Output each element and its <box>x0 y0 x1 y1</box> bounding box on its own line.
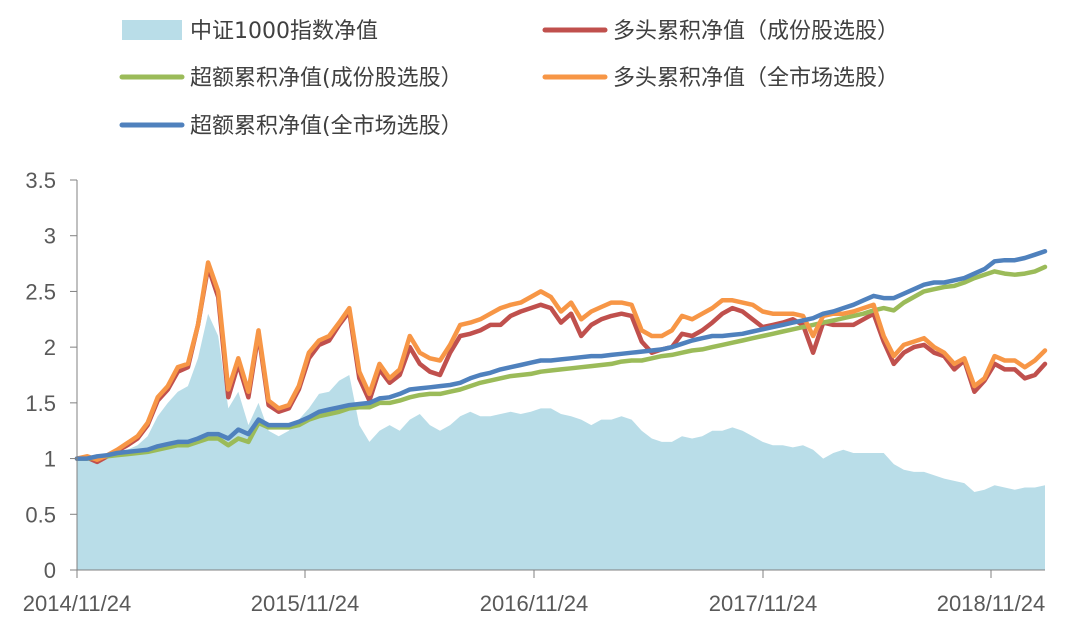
series-area-0 <box>77 313 1045 570</box>
x-tick-label: 2016/11/24 <box>480 591 588 616</box>
axes <box>76 180 1045 571</box>
y-tick-label: 3 <box>44 224 56 249</box>
legend: 中证1000指数净值 多头累积净值（成份股选股） 超额累积净值(成份股选股） 多头累积… <box>119 19 899 139</box>
y-tick-label: 3.5 <box>25 168 56 193</box>
series-line-2 <box>74 264 1048 461</box>
y-tick-label: 2.5 <box>25 279 56 304</box>
legend-label: 多头累积净值（成份股选股） <box>613 19 899 44</box>
x-ticks: 2014/11/24 2015/11/24 2016/11/24 2017/11/24… <box>23 570 1045 616</box>
x-tick-label: 2017/11/24 <box>709 591 817 616</box>
x-tick-label: 2015/11/24 <box>251 591 359 616</box>
legend-swatch <box>122 20 182 40</box>
x-tick-label: 2018/11/24 <box>937 591 1045 616</box>
legend-label: 中证1000指数净值 <box>190 19 378 44</box>
legend-label: 超额累积净值(全市场选股） <box>190 114 463 139</box>
x-tick-label: 2014/11/24 <box>23 591 131 616</box>
y-tick-label: 0 <box>44 558 56 583</box>
y-tick-label: 1 <box>44 447 56 472</box>
plot-area <box>74 249 1048 570</box>
series-line-3 <box>74 260 1048 462</box>
y-tick-label: 0.5 <box>25 502 56 527</box>
legend-label: 多头累积净值（全市场选股） <box>613 66 899 91</box>
series-line-4 <box>74 249 1048 461</box>
y-tick-label: 1.5 <box>25 391 56 416</box>
legend-label: 超额累积净值(成份股选股） <box>190 66 463 91</box>
y-ticks: 0 0.5 1 1.5 2 2.5 3 3.5 <box>25 168 77 583</box>
y-tick-label: 2 <box>44 335 56 360</box>
